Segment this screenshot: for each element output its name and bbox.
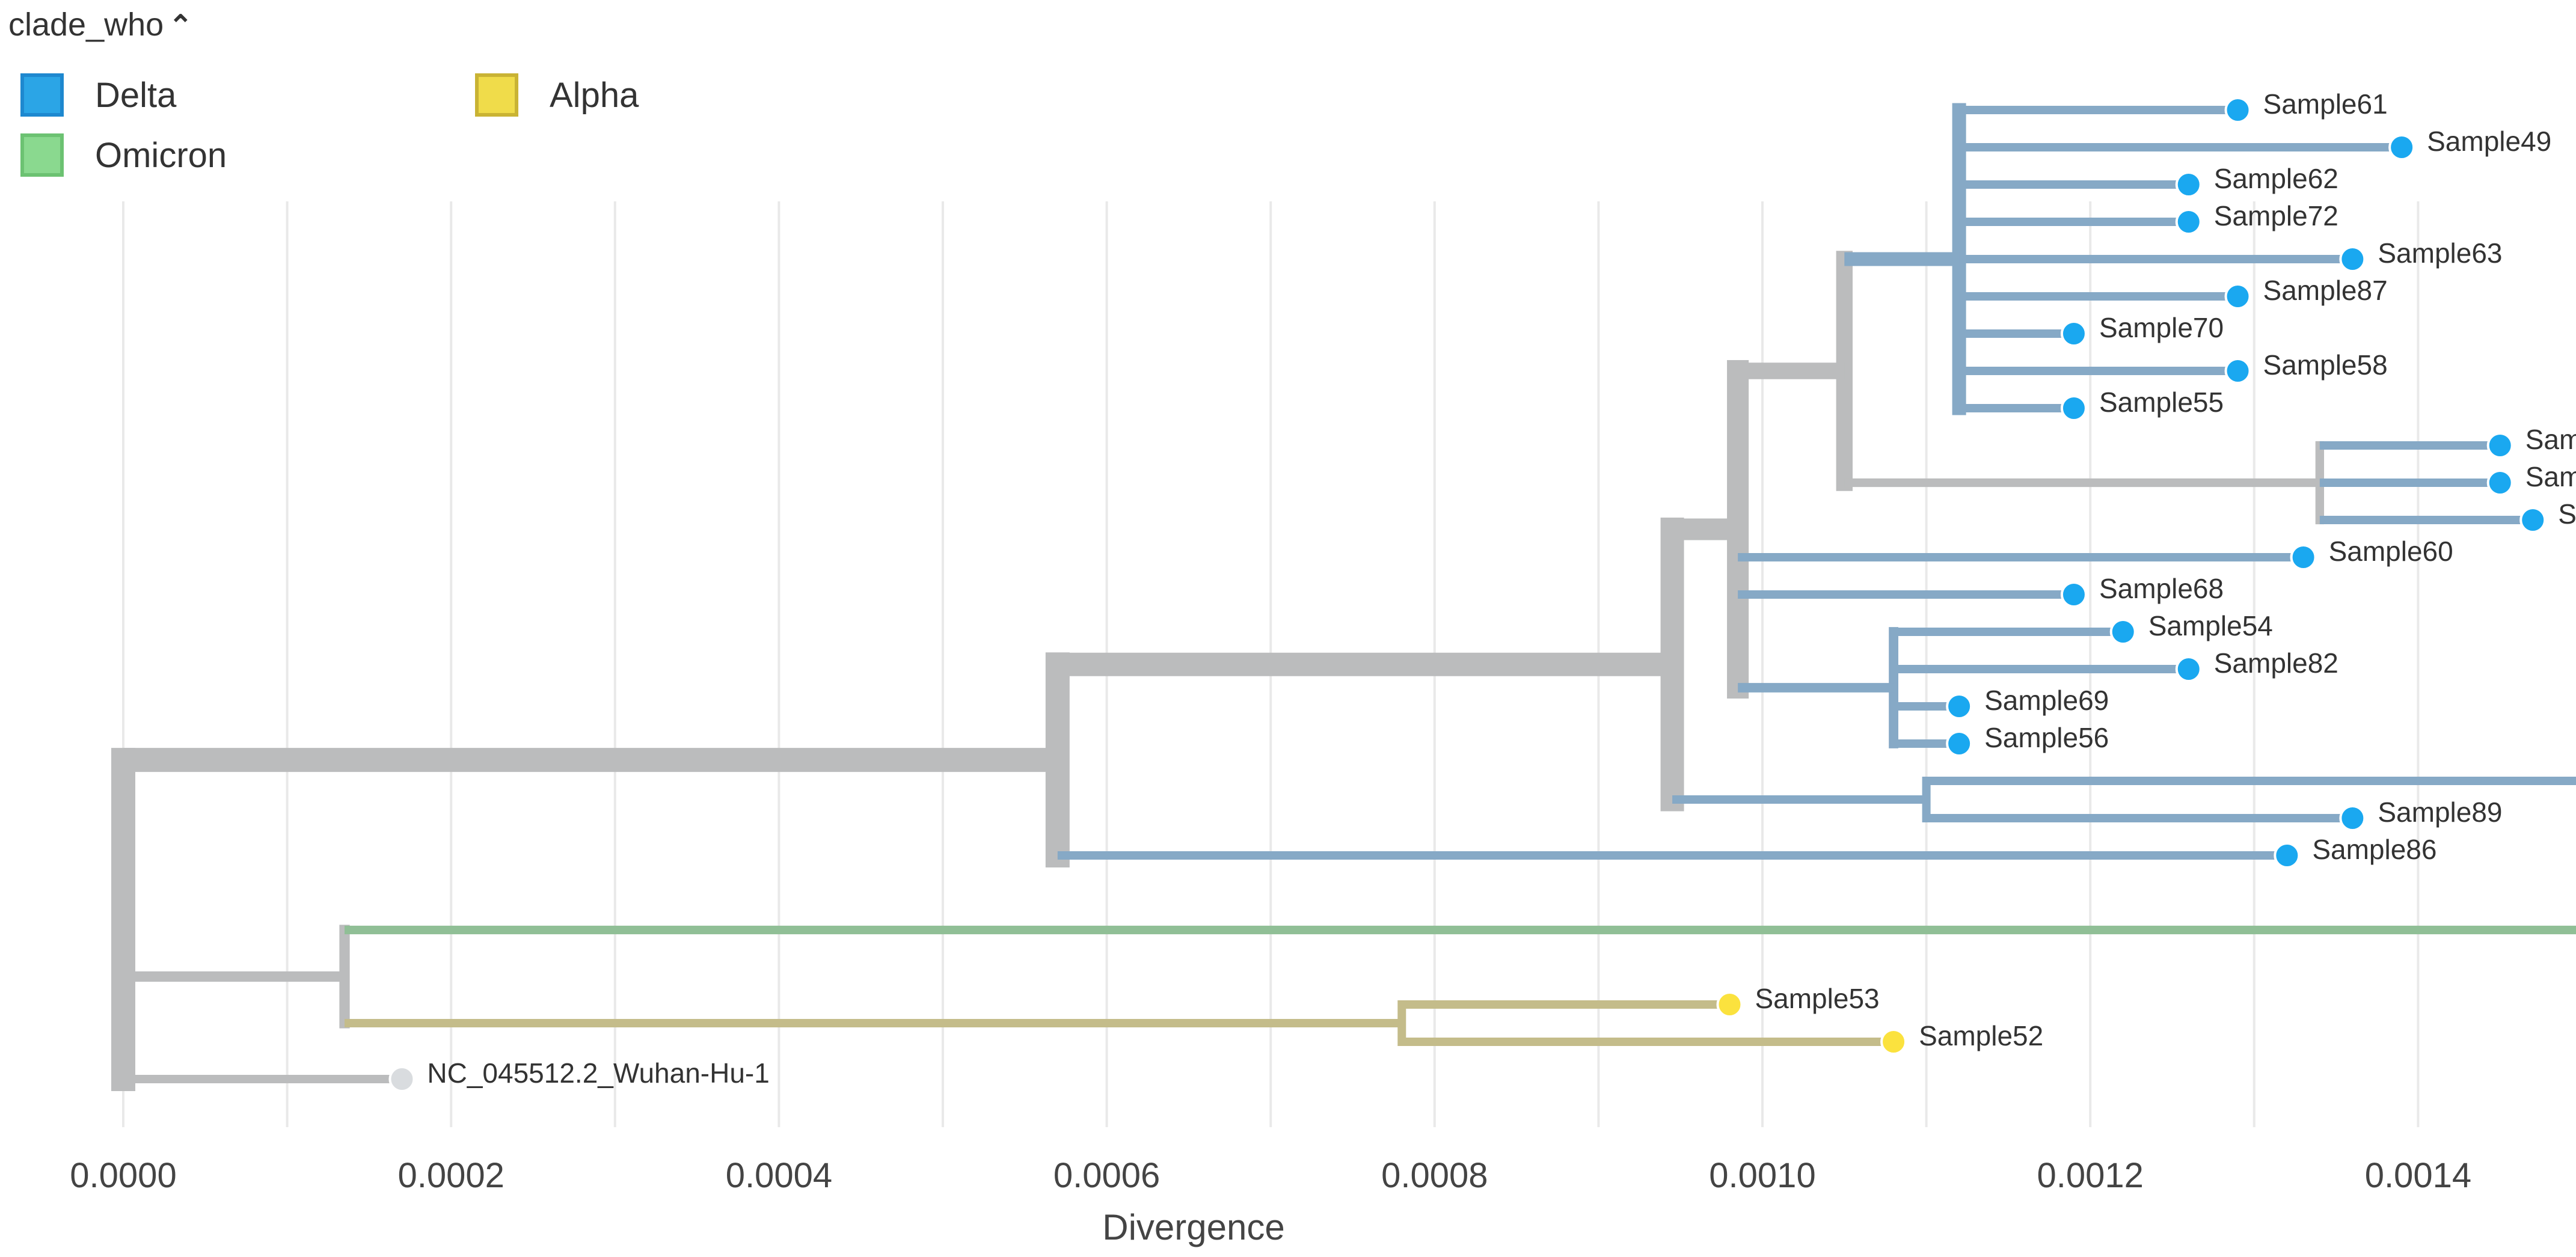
tip-marker — [2486, 469, 2513, 496]
tip-label: Sample52 — [1919, 1020, 2043, 1051]
tip-label: Sample49 — [2427, 126, 2551, 157]
tip-label: Sample68 — [2099, 573, 2224, 604]
tip-marker — [1946, 730, 1973, 757]
axis-tick-label: 0.0000 — [70, 1156, 176, 1195]
tip-label: Sample72 — [2214, 200, 2338, 231]
tip-label: Sample69 — [1984, 685, 2109, 716]
axis-tick-label: 0.0004 — [726, 1156, 832, 1195]
tip-label: Sample58 — [2263, 349, 2388, 381]
axis-tick-label: 0.0012 — [2037, 1156, 2143, 1195]
tip-label: Sample63 — [2378, 237, 2502, 269]
legend-header[interactable]: clade_who ⌃ — [8, 6, 192, 43]
tip-marker — [2274, 842, 2301, 869]
tip-marker — [2388, 134, 2415, 161]
tip-marker — [2109, 619, 2136, 645]
tip-label: Sample87 — [2263, 275, 2388, 306]
tip-label: Sample53 — [1755, 983, 1879, 1014]
legend-swatch-omicron — [20, 133, 64, 177]
tip-marker — [2224, 97, 2251, 123]
tip-marker — [2175, 209, 2202, 235]
axis-title: Divergence — [1102, 1207, 1285, 1247]
legend-label-alpha: Alpha — [550, 75, 639, 115]
tip-marker — [2339, 805, 2366, 831]
tip-marker — [2060, 395, 2087, 421]
tip-marker — [1716, 991, 1743, 1018]
legend-item-alpha[interactable]: Alpha — [475, 71, 639, 119]
legend-swatch-alpha — [475, 73, 518, 117]
legend-title: clade_who — [8, 7, 164, 43]
tip-marker — [2519, 507, 2547, 533]
tip-marker — [2224, 358, 2251, 384]
legend-label-omicron: Omicron — [95, 135, 227, 175]
chevron-up-icon[interactable]: ⌃ — [168, 10, 193, 42]
axis-tick-label: 0.0006 — [1053, 1156, 1160, 1195]
tip-label: Sample62 — [2214, 163, 2338, 194]
tip-marker — [2175, 656, 2202, 682]
axis-tick-label: 0.0010 — [1709, 1156, 1815, 1195]
tip-marker — [2175, 171, 2202, 198]
tip-label: Sample82 — [2214, 647, 2338, 679]
tip-marker — [2060, 581, 2087, 608]
tip-marker — [2224, 283, 2251, 310]
legend-swatch-delta — [20, 73, 64, 117]
legend-item-delta[interactable]: Delta — [20, 71, 176, 119]
axis-tick-label: 0.0014 — [2365, 1156, 2471, 1195]
tip-marker — [388, 1066, 416, 1092]
tip-label: Sample86 — [2312, 834, 2436, 865]
tip-marker — [2486, 432, 2513, 459]
tip-label: Sample67 — [2525, 424, 2576, 455]
tip-label: NC_045512.2_Wuhan-Hu-1 — [427, 1057, 769, 1089]
legend-label-delta: Delta — [95, 75, 177, 115]
tip-label: Sample66 — [2525, 461, 2576, 492]
tip-label: Sample60 — [2329, 536, 2453, 567]
tip-label: Sample64 — [2558, 498, 2576, 530]
tip-label: Sample56 — [1984, 722, 2109, 753]
tip-marker — [2290, 544, 2317, 570]
tip-label: Sample70 — [2099, 312, 2224, 343]
axis-tick-label: 0.0008 — [1381, 1156, 1488, 1195]
tip-label: Sample89 — [2378, 797, 2502, 828]
legend-item-omicron[interactable]: Omicron — [20, 131, 227, 179]
tip-marker — [1880, 1029, 1907, 1055]
tip-marker — [1946, 693, 1973, 720]
tip-label: Sample55 — [2099, 387, 2224, 418]
tip-marker — [2339, 246, 2366, 272]
axis-tick-label: 0.0002 — [397, 1156, 504, 1195]
tip-label: Sample54 — [2148, 610, 2273, 641]
tip-marker — [2060, 320, 2087, 347]
tip-label: Sample61 — [2263, 88, 2388, 120]
